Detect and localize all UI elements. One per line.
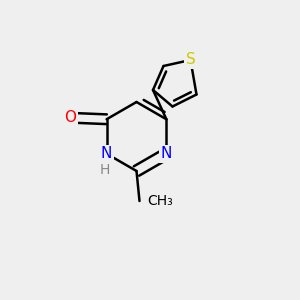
- Text: N: N: [101, 146, 112, 161]
- Text: H: H: [100, 163, 110, 177]
- Text: O: O: [64, 110, 76, 125]
- Text: N: N: [161, 146, 172, 161]
- Text: S: S: [186, 52, 195, 68]
- Text: CH₃: CH₃: [147, 194, 173, 208]
